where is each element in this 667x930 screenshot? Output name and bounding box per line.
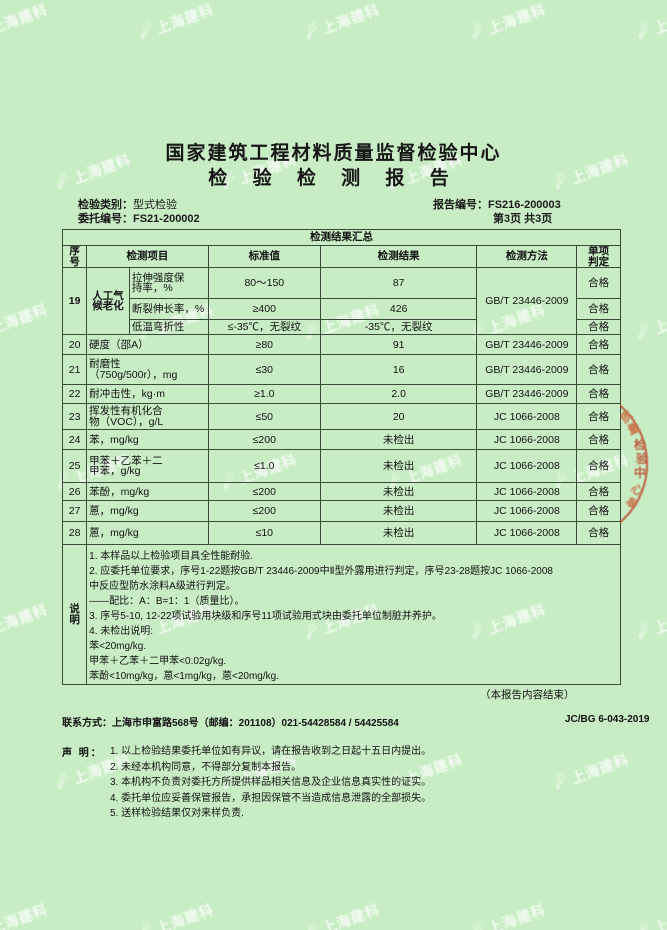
svg-text:验: 验 — [636, 451, 649, 466]
svg-text:中: 中 — [634, 465, 646, 480]
svg-text:量: 量 — [625, 420, 642, 438]
svg-text:心: 心 — [629, 481, 646, 499]
svg-text:章: 章 — [623, 494, 641, 512]
svg-text:检: 检 — [634, 437, 646, 452]
